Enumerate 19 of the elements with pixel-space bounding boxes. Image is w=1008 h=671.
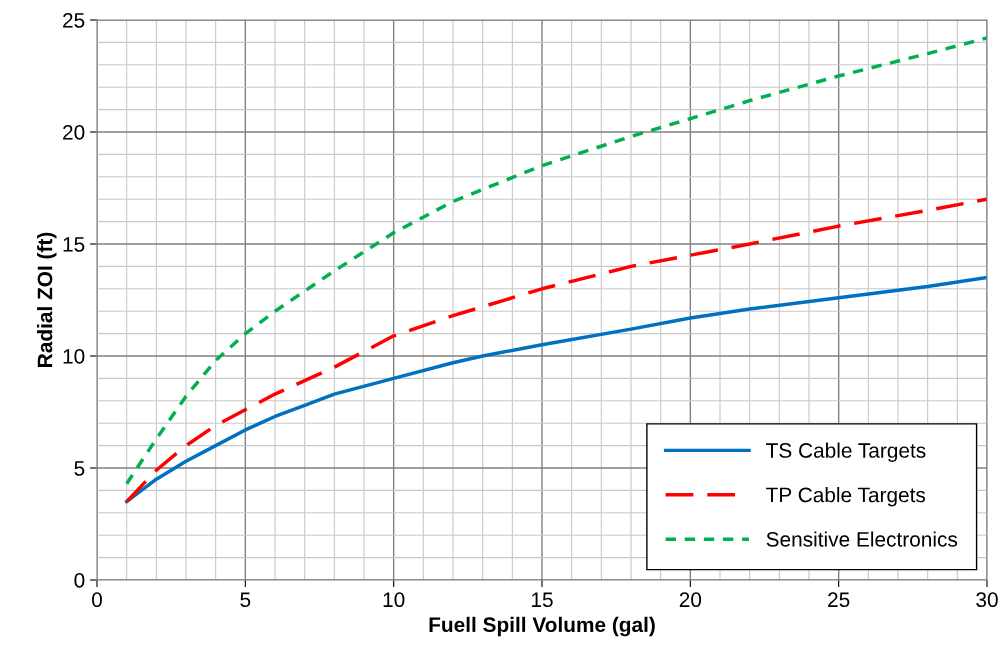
x-tick-label: 30 [976, 592, 998, 608]
x-axis-title: Fuell Spill Volume (gal) [429, 616, 655, 637]
x-tick-label: 15 [532, 592, 553, 608]
x-tick-label: 5 [240, 592, 251, 608]
y-tick-label: 15 [63, 237, 85, 252]
y-tick-label: 5 [74, 461, 85, 476]
x-tick-label: 20 [679, 592, 702, 608]
y-tick-label: 25 [63, 13, 85, 28]
legend-label: TP Cable Targets [766, 486, 926, 507]
y-tick-label: 0 [74, 573, 85, 588]
y-tick-label: 20 [63, 125, 85, 140]
x-tick-label: 25 [828, 592, 850, 608]
legend-label: TS Cable Targets [766, 442, 926, 462]
legend-label: Sensitive Electronics [766, 531, 958, 547]
x-tick-label: 0 [92, 592, 102, 608]
y-tick-label: 10 [63, 349, 85, 364]
line-series [124, 36, 987, 486]
x-tick-label: 10 [383, 592, 405, 608]
y-axis-title: Radial ZOI (ft) [37, 232, 57, 367]
